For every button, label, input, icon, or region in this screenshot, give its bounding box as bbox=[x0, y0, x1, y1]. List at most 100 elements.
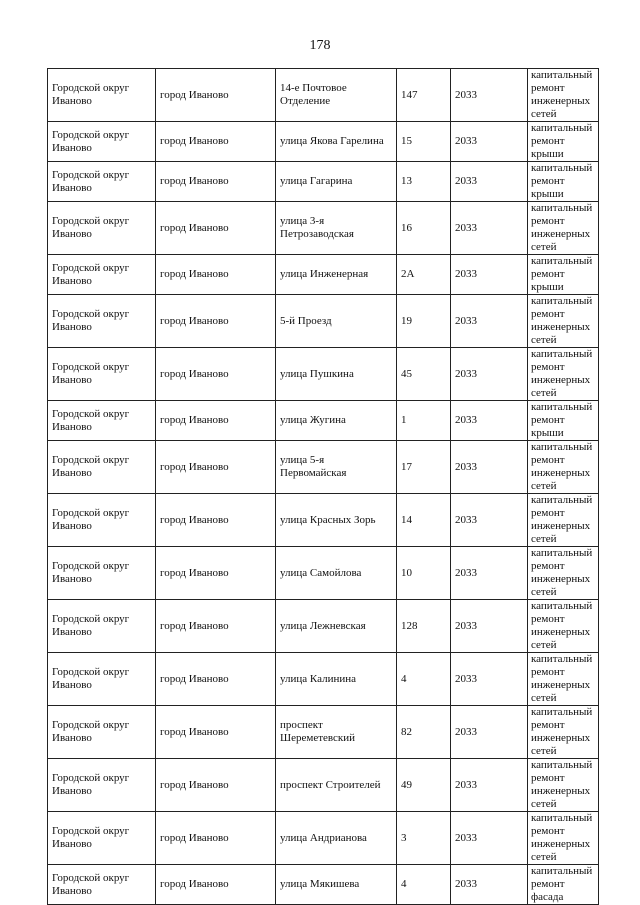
cell-house: 49 bbox=[396, 758, 451, 812]
cell-street: улица Калинина bbox=[275, 652, 397, 706]
cell-work: капитальный ремонт инженерных сетей bbox=[527, 68, 599, 122]
cell-district: Городской округ Иваново bbox=[47, 705, 156, 759]
table-row: Городской округ Иваново город Иваново прос… bbox=[47, 705, 599, 759]
cell-street: улица Жугина bbox=[275, 400, 397, 441]
cell-street: улица 3-я Петрозаводская bbox=[275, 201, 397, 255]
cell-year: 2033 bbox=[450, 758, 528, 812]
cell-year: 2033 bbox=[450, 347, 528, 401]
cell-street: улица Красных Зорь bbox=[275, 493, 397, 547]
cell-district: Городской округ Иваново bbox=[47, 864, 156, 905]
cell-district: Городской округ Иваново bbox=[47, 347, 156, 401]
cell-street: улица 5-я Первомайская bbox=[275, 440, 397, 494]
cell-city: город Иваново bbox=[155, 294, 276, 348]
cell-house: 4 bbox=[396, 652, 451, 706]
housing-repair-table: Городской округ Иваново город Иваново 14-е… bbox=[47, 68, 599, 905]
cell-street: 5-й Проезд bbox=[275, 294, 397, 348]
table-row: Городской округ Иваново город Иваново улиц… bbox=[47, 599, 599, 653]
cell-street: 14-е Почтовое Отделение bbox=[275, 68, 397, 122]
cell-city: город Иваново bbox=[155, 811, 276, 865]
cell-city: город Иваново bbox=[155, 254, 276, 295]
table-row: Городской округ Иваново город Иваново 14-е… bbox=[47, 68, 599, 122]
cell-street: проспект Шереметевский bbox=[275, 705, 397, 759]
cell-city: город Иваново bbox=[155, 400, 276, 441]
page-number: 178 bbox=[309, 38, 331, 53]
cell-year: 2033 bbox=[450, 254, 528, 295]
cell-work: капитальный ремонт инженерных сетей bbox=[527, 599, 599, 653]
cell-work: капитальный ремонт инженерных сетей bbox=[527, 440, 599, 494]
table-row: Городской округ Иваново город Иваново улиц… bbox=[47, 652, 599, 706]
cell-city: город Иваново bbox=[155, 121, 276, 162]
cell-district: Городской округ Иваново bbox=[47, 652, 156, 706]
table-row: Городской округ Иваново город Иваново прос… bbox=[47, 758, 599, 812]
cell-city: город Иваново bbox=[155, 440, 276, 494]
table-row: Городской округ Иваново город Иваново улиц… bbox=[47, 254, 599, 295]
cell-work: капитальный ремонт крыши bbox=[527, 254, 599, 295]
cell-city: город Иваново bbox=[155, 546, 276, 600]
cell-city: город Иваново bbox=[155, 493, 276, 547]
cell-house: 17 bbox=[396, 440, 451, 494]
table-row: Городской округ Иваново город Иваново улиц… bbox=[47, 161, 599, 202]
cell-district: Городской округ Иваново bbox=[47, 811, 156, 865]
table-row: Городской округ Иваново город Иваново улиц… bbox=[47, 811, 599, 865]
cell-house: 128 bbox=[396, 599, 451, 653]
cell-house: 16 bbox=[396, 201, 451, 255]
cell-street: улица Пушкина bbox=[275, 347, 397, 401]
cell-year: 2033 bbox=[450, 400, 528, 441]
cell-work: капитальный ремонт инженерных сетей bbox=[527, 811, 599, 865]
cell-work: капитальный ремонт инженерных сетей bbox=[527, 546, 599, 600]
cell-house: 1 bbox=[396, 400, 451, 441]
cell-district: Городской округ Иваново bbox=[47, 758, 156, 812]
cell-work: капитальный ремонт инженерных сетей bbox=[527, 705, 599, 759]
cell-year: 2033 bbox=[450, 546, 528, 600]
cell-city: город Иваново bbox=[155, 599, 276, 653]
cell-house: 3 bbox=[396, 811, 451, 865]
cell-year: 2033 bbox=[450, 161, 528, 202]
cell-work: капитальный ремонт инженерных сетей bbox=[527, 294, 599, 348]
cell-district: Городской округ Иваново bbox=[47, 294, 156, 348]
table-row: Городской округ Иваново город Иваново улиц… bbox=[47, 493, 599, 547]
cell-district: Городской округ Иваново bbox=[47, 121, 156, 162]
table-row: Городской округ Иваново город Иваново 5-й … bbox=[47, 294, 599, 348]
cell-work: капитальный ремонт фасада bbox=[527, 864, 599, 905]
cell-district: Городской округ Иваново bbox=[47, 546, 156, 600]
cell-work: капитальный ремонт крыши bbox=[527, 121, 599, 162]
cell-work: капитальный ремонт инженерных сетей bbox=[527, 758, 599, 812]
cell-work: капитальный ремонт крыши bbox=[527, 161, 599, 202]
table-row: Городской округ Иваново город Иваново улиц… bbox=[47, 400, 599, 441]
cell-house: 4 bbox=[396, 864, 451, 905]
cell-house: 82 bbox=[396, 705, 451, 759]
cell-city: город Иваново bbox=[155, 161, 276, 202]
cell-city: город Иваново bbox=[155, 758, 276, 812]
cell-district: Городской округ Иваново bbox=[47, 68, 156, 122]
cell-district: Городской округ Иваново bbox=[47, 400, 156, 441]
cell-street: улица Самойлова bbox=[275, 546, 397, 600]
cell-work: капитальный ремонт крыши bbox=[527, 400, 599, 441]
table-row: Городской округ Иваново город Иваново улиц… bbox=[47, 440, 599, 494]
cell-year: 2033 bbox=[450, 121, 528, 162]
cell-year: 2033 bbox=[450, 294, 528, 348]
cell-year: 2033 bbox=[450, 68, 528, 122]
cell-house: 14 bbox=[396, 493, 451, 547]
cell-district: Городской округ Иваново bbox=[47, 599, 156, 653]
cell-year: 2033 bbox=[450, 201, 528, 255]
table-row: Городской округ Иваново город Иваново улиц… bbox=[47, 121, 599, 162]
cell-city: город Иваново bbox=[155, 705, 276, 759]
cell-district: Городской округ Иваново bbox=[47, 493, 156, 547]
cell-year: 2033 bbox=[450, 493, 528, 547]
cell-year: 2033 bbox=[450, 864, 528, 905]
cell-house: 147 bbox=[396, 68, 451, 122]
cell-city: город Иваново bbox=[155, 652, 276, 706]
cell-house: 19 bbox=[396, 294, 451, 348]
cell-house: 13 bbox=[396, 161, 451, 202]
cell-street: проспект Строителей bbox=[275, 758, 397, 812]
cell-street: улица Лежневская bbox=[275, 599, 397, 653]
cell-street: улица Якова Гарелина bbox=[275, 121, 397, 162]
cell-street: улица Мякишева bbox=[275, 864, 397, 905]
cell-year: 2033 bbox=[450, 811, 528, 865]
cell-street: улица Инженерная bbox=[275, 254, 397, 295]
cell-city: город Иваново bbox=[155, 68, 276, 122]
cell-district: Городской округ Иваново bbox=[47, 440, 156, 494]
cell-district: Городской округ Иваново bbox=[47, 254, 156, 295]
cell-street: улица Гагарина bbox=[275, 161, 397, 202]
cell-city: город Иваново bbox=[155, 347, 276, 401]
